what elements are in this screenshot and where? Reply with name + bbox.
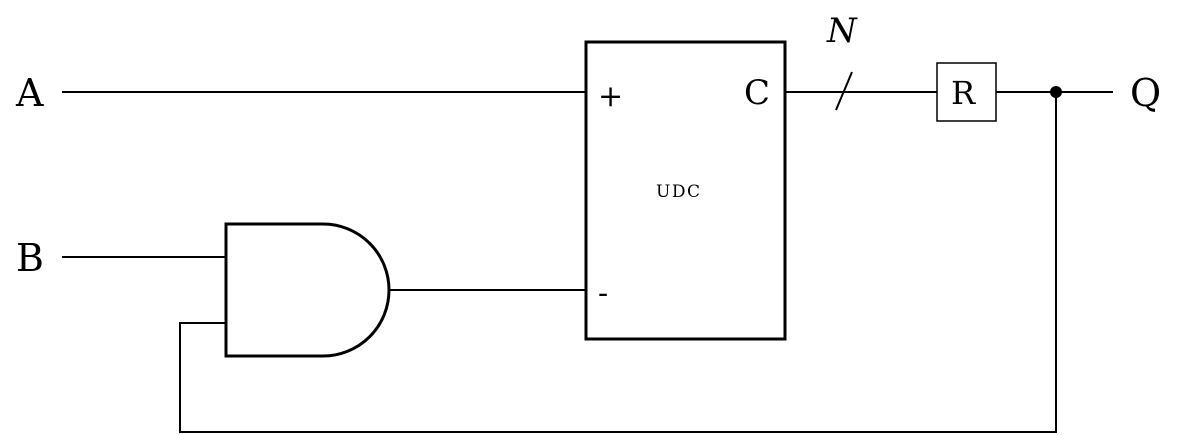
counter-plus-port-label: + bbox=[598, 79, 623, 114]
register-label: R bbox=[951, 74, 976, 112]
input-b-label: B bbox=[16, 236, 44, 280]
bus-width-slash bbox=[835, 71, 853, 111]
counter-output-port-label: C bbox=[744, 73, 770, 113]
counter-minus-port-label: - bbox=[598, 276, 608, 311]
counter-box bbox=[584, 40, 787, 341]
feedback-wire bbox=[179, 92, 1057, 433]
input-a-label: A bbox=[15, 71, 44, 115]
output-q-label: Q bbox=[1130, 71, 1161, 115]
register-box bbox=[936, 62, 997, 122]
counter-name-label: UDC bbox=[656, 182, 701, 202]
junction-dot bbox=[1050, 86, 1062, 98]
bus-width-label: N bbox=[826, 11, 858, 51]
and-gate bbox=[224, 222, 391, 358]
